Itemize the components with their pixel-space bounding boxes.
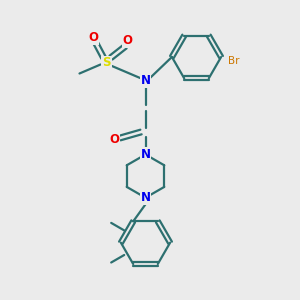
Text: S: S: [102, 56, 111, 70]
Text: N: N: [140, 148, 151, 161]
Text: N: N: [140, 74, 151, 88]
Text: O: O: [109, 133, 119, 146]
Text: O: O: [122, 34, 133, 47]
Text: O: O: [88, 31, 98, 44]
Text: N: N: [140, 191, 151, 204]
Text: Br: Br: [228, 56, 239, 66]
